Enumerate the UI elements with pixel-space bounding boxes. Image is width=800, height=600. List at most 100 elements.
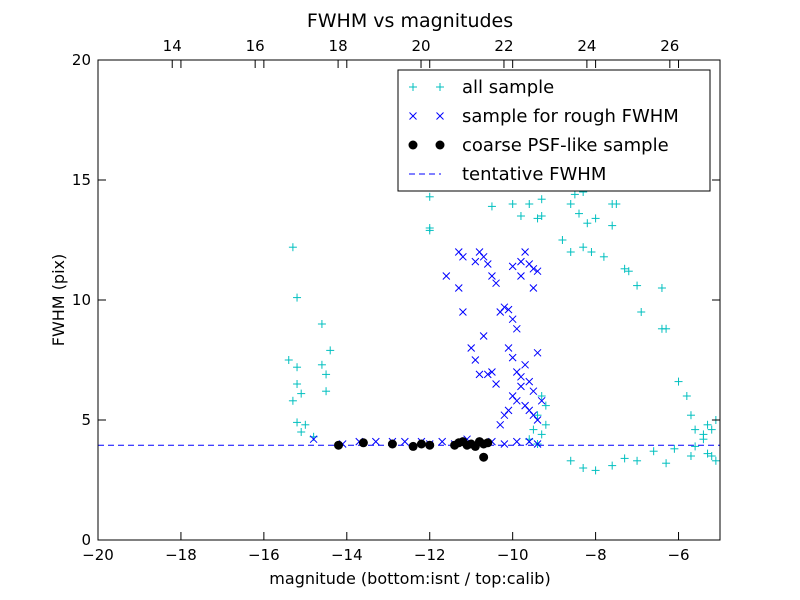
data-point	[608, 221, 617, 230]
data-point	[517, 257, 525, 266]
data-point	[479, 252, 488, 261]
data-point	[662, 324, 671, 333]
x-tick-label: −20	[82, 546, 114, 564]
data-point	[566, 200, 575, 208]
data-point	[459, 308, 467, 316]
data-point	[517, 382, 525, 391]
data-point	[317, 320, 326, 328]
data-point	[686, 411, 695, 420]
data-point	[326, 346, 335, 355]
x-tick-label: −10	[497, 546, 529, 564]
data-point	[533, 440, 542, 448]
series-plus	[284, 176, 720, 475]
legend-box	[397, 69, 711, 192]
data-point	[293, 418, 302, 427]
top-x-tick-label: 24	[577, 37, 596, 55]
data-point	[587, 248, 596, 256]
data-point	[512, 437, 521, 446]
top-x-tick-label: 22	[494, 37, 513, 55]
data-point	[691, 442, 700, 451]
data-point	[707, 452, 716, 460]
top-x-tick-label: 26	[660, 37, 679, 55]
y-tick-label: 10	[72, 291, 91, 309]
data-point	[371, 437, 380, 446]
data-point	[483, 438, 493, 448]
data-point	[284, 356, 293, 364]
x-tick-label: −18	[165, 546, 197, 564]
data-point	[425, 226, 434, 235]
data-point	[533, 214, 542, 223]
legend: all sample sample for rough FWHM coarse PS…	[397, 69, 711, 192]
y-tick-label: 20	[72, 51, 91, 69]
data-point	[483, 260, 492, 268]
data-point	[533, 416, 542, 424]
data-point	[703, 449, 712, 458]
data-point	[566, 456, 575, 465]
legend-item: all sample	[409, 77, 554, 98]
data-point	[297, 389, 306, 398]
legend-label: all sample	[462, 77, 554, 98]
data-point	[416, 439, 426, 449]
legend-swatch	[436, 83, 444, 91]
data-point	[500, 440, 509, 448]
data-point	[471, 356, 480, 364]
x-tick-label: −14	[331, 546, 363, 564]
data-point	[517, 272, 525, 280]
data-point	[537, 396, 546, 405]
data-point	[525, 437, 534, 446]
legend-swatch	[408, 140, 418, 150]
data-point	[537, 430, 546, 439]
x-tick-label: −16	[248, 546, 280, 564]
legend-label: sample for rough FWHM	[462, 106, 679, 127]
data-point	[293, 363, 302, 372]
legend-label: tentative FWHM	[462, 164, 606, 185]
data-point	[508, 262, 517, 271]
data-point	[686, 452, 695, 460]
data-point	[711, 456, 720, 465]
legend-swatch	[436, 112, 444, 120]
data-point	[570, 190, 579, 199]
legend-label: coarse PSF-like sample	[462, 135, 669, 156]
data-point	[508, 353, 517, 362]
y-axis-label: FWHM (pix)	[49, 254, 68, 347]
data-point	[583, 219, 592, 228]
y-tick-label: 0	[81, 531, 91, 549]
data-point	[533, 267, 542, 276]
data-point	[496, 420, 505, 429]
data-point	[612, 200, 621, 208]
data-point	[479, 332, 488, 340]
data-point	[322, 387, 331, 396]
data-point	[309, 435, 318, 444]
data-point	[699, 435, 708, 444]
series-dot	[334, 437, 493, 462]
data-point	[620, 454, 629, 463]
data-point	[529, 264, 538, 273]
data-point	[408, 441, 418, 451]
data-point	[691, 425, 700, 434]
data-point	[488, 368, 496, 376]
data-point	[541, 420, 550, 429]
top-x-tick-label: 16	[246, 37, 265, 55]
data-point	[488, 272, 496, 280]
data-point	[537, 195, 546, 204]
data-point	[504, 344, 513, 352]
data-point	[438, 437, 447, 446]
data-point	[624, 267, 633, 276]
top-x-tick-label: 20	[411, 37, 430, 55]
legend-swatch	[409, 112, 417, 120]
data-point	[537, 212, 546, 220]
axis-ticks: −20 −18 −16 −14 −12 −10 −8 −6 0 5 10 15 20 14 16 18 20 22…	[72, 37, 720, 564]
data-point	[633, 456, 642, 465]
data-point	[533, 411, 542, 420]
y-tick-label: 5	[81, 411, 91, 429]
chart-title: FWHM vs magnitudes	[307, 10, 513, 32]
data-point	[334, 440, 344, 450]
data-point	[579, 464, 588, 472]
data-point	[608, 461, 617, 470]
legend-item: coarse PSF-like sample	[408, 135, 669, 156]
x-axis-label: magnitude (bottom:isnt / top:calib)	[269, 569, 550, 588]
legend-swatch	[409, 83, 417, 91]
top-x-tick-label: 18	[329, 37, 348, 55]
data-point	[674, 377, 683, 386]
